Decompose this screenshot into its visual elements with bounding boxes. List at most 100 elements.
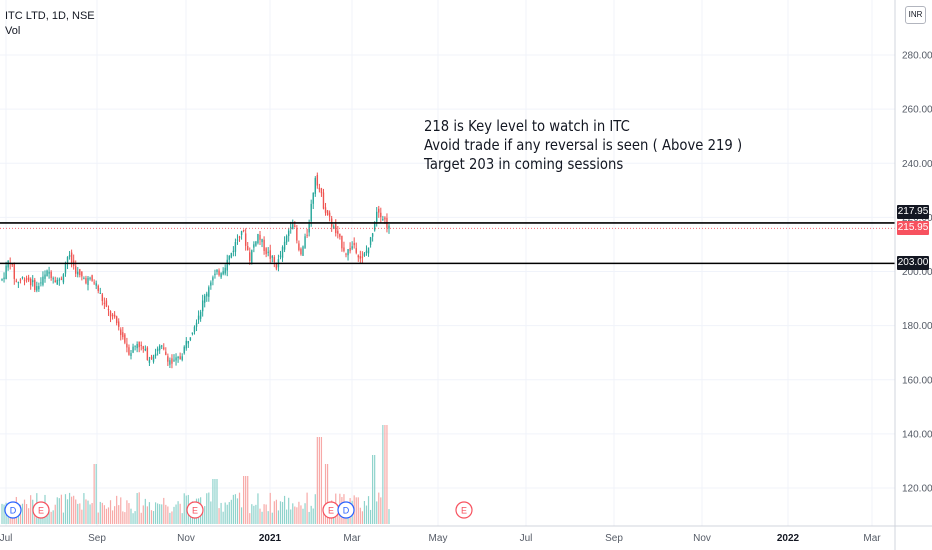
volume-bar	[320, 437, 323, 524]
candle-body	[97, 285, 99, 291]
volume-bar	[290, 509, 292, 524]
candle-body	[118, 321, 120, 327]
volume-bar	[163, 497, 165, 524]
volume-bar	[378, 492, 380, 524]
candle-body	[138, 341, 140, 348]
candle-body	[204, 295, 206, 303]
volume-bar	[62, 512, 65, 524]
candle-body	[136, 343, 138, 349]
candle-body	[75, 266, 77, 274]
time-tick-label: May	[429, 533, 448, 544]
horizontal-levels	[0, 222, 895, 265]
earnings-event-icon	[32, 501, 50, 519]
volume-bar	[236, 498, 239, 524]
candle-body	[261, 239, 263, 243]
candle-body	[320, 188, 323, 194]
volume-bar	[261, 511, 263, 524]
volume-bar	[380, 497, 382, 524]
volume-bar	[279, 501, 282, 524]
candle-body	[212, 277, 214, 281]
candle-body	[144, 349, 147, 351]
volume-bar	[75, 499, 77, 524]
candle-body	[142, 346, 144, 350]
candle-body	[206, 293, 208, 297]
volume-bar	[208, 492, 210, 524]
annotation-line-2: Avoid trade if any reversal is seen ( Ab…	[424, 136, 743, 154]
volume-bar	[111, 510, 114, 524]
candle-body	[191, 332, 194, 335]
volume-bar	[103, 505, 105, 524]
volume-bar	[52, 510, 54, 524]
symbol-title[interactable]: ITC LTD, 1D, NSE	[5, 10, 95, 22]
volume-bar	[382, 425, 384, 524]
volume-bar	[372, 455, 374, 524]
candle-body	[173, 359, 175, 361]
volume-bar	[230, 499, 232, 524]
volume-bar	[130, 508, 132, 524]
candle-body	[56, 279, 58, 285]
volume-bar	[183, 493, 185, 524]
currency-badge[interactable]: INR	[905, 6, 926, 24]
event-marker-label: D	[343, 506, 350, 516]
candle-body	[17, 282, 20, 284]
candle-body	[107, 309, 110, 311]
time-tick-label: Sep	[605, 533, 623, 544]
earnings-event-icon	[455, 501, 473, 519]
volume-bar	[138, 492, 140, 524]
candle-body	[384, 217, 386, 220]
candle-body	[91, 275, 93, 281]
candle-body	[79, 269, 81, 276]
candle-body	[154, 353, 157, 356]
candle-body	[150, 356, 153, 360]
volume-bar	[314, 494, 316, 524]
candle-body	[365, 250, 368, 254]
volume-bar	[359, 507, 361, 524]
volume-bar	[71, 496, 73, 524]
candle-body	[113, 314, 116, 317]
chart-annotation[interactable]: 218 is Key level to watch in ITC Avoid t…	[424, 117, 742, 174]
candle-body	[359, 255, 362, 259]
candle-body	[251, 250, 253, 263]
volume-bar	[54, 504, 56, 524]
volume-bar	[286, 509, 288, 524]
candle-body	[326, 210, 329, 216]
candle-body	[333, 226, 335, 230]
candle-body	[316, 175, 319, 186]
volume-bar	[365, 505, 368, 524]
candle-body	[312, 192, 314, 204]
candle-body	[369, 237, 372, 245]
candle-body	[371, 233, 374, 237]
volume-bar	[202, 508, 204, 524]
candle-body	[228, 255, 230, 260]
candle-body	[187, 340, 190, 344]
volume-bar	[136, 493, 138, 524]
volume-bar	[210, 501, 212, 524]
volume-bar	[30, 495, 32, 524]
candle-body	[388, 225, 390, 229]
earnings-event-icon	[186, 501, 204, 519]
candle-body	[290, 226, 292, 228]
candle-body	[259, 234, 261, 240]
candle-body	[255, 241, 257, 246]
volume-bar	[247, 476, 249, 524]
volume-bar	[240, 507, 243, 524]
candle-body	[7, 260, 9, 268]
candle-body	[19, 279, 22, 281]
candle-body	[298, 243, 300, 250]
volume-bar	[93, 464, 95, 524]
candle-body	[195, 322, 198, 327]
volume-bar	[46, 511, 48, 524]
volume-bar	[277, 510, 280, 524]
volume-bar	[384, 425, 386, 524]
candle-body	[27, 277, 30, 281]
volume-bar	[300, 505, 302, 524]
candle-body	[1, 279, 3, 281]
volume-indicator-label[interactable]: Vol	[5, 25, 21, 37]
volume-bar	[142, 505, 144, 524]
volume-bar	[99, 501, 101, 524]
candle-body	[34, 279, 36, 290]
annotation-line-3: Target 203 in coming sessions	[424, 155, 624, 173]
price-tick-label: 260.00	[902, 105, 932, 116]
